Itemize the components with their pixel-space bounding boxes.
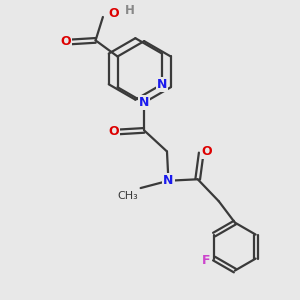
Text: N: N xyxy=(163,174,174,187)
Text: N: N xyxy=(157,78,167,91)
Text: CH₃: CH₃ xyxy=(118,191,138,201)
Text: N: N xyxy=(139,96,149,109)
Text: O: O xyxy=(108,125,119,138)
Text: O: O xyxy=(202,145,212,158)
Text: H: H xyxy=(125,4,135,17)
Text: F: F xyxy=(202,254,210,267)
Text: O: O xyxy=(60,35,71,48)
Text: O: O xyxy=(109,7,119,20)
